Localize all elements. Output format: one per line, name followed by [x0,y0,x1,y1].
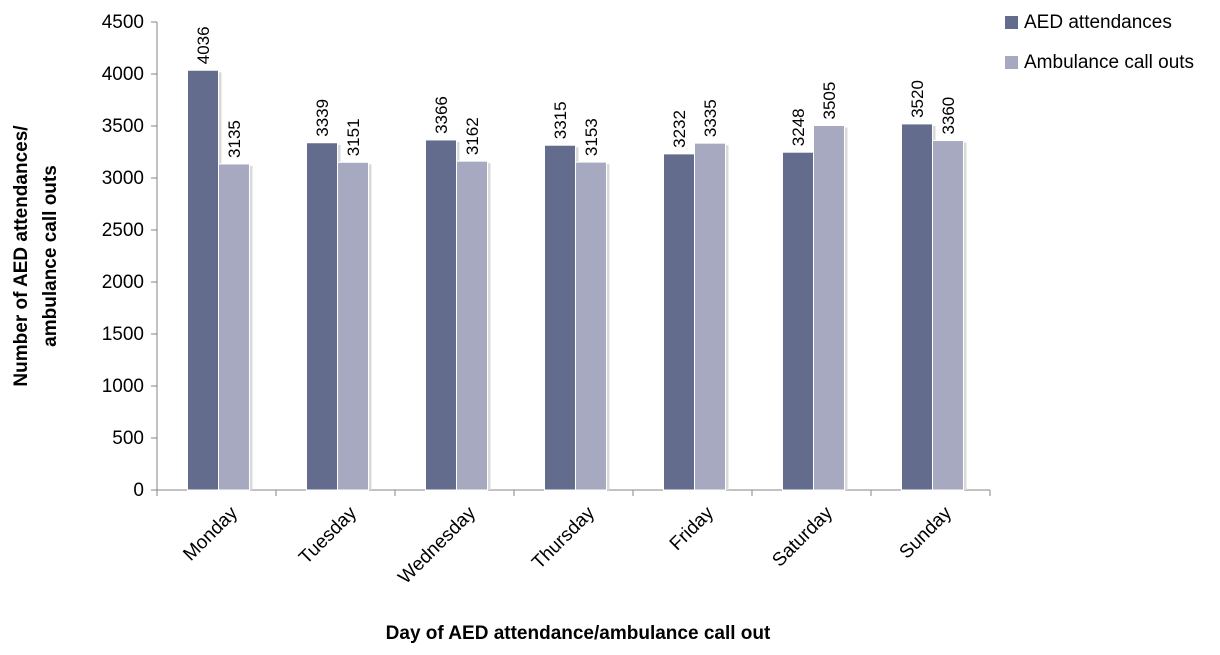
bar [337,161,369,491]
y-tick-label: 1000 [102,376,144,397]
bar [694,142,726,491]
bar [425,139,457,491]
data-label: 3366 [432,96,451,134]
legend-label: AED attendances [1024,12,1172,33]
x-tick-label: Wednesday [394,502,480,588]
legend-label: Ambulance call outs [1024,52,1194,73]
y-axis-title-line: Number of AED attendances/ [11,125,32,387]
data-label: 3162 [463,117,482,155]
bar [187,69,219,491]
legend-swatch [1005,16,1018,29]
data-label: 3315 [551,101,570,139]
data-label: 3360 [939,97,958,135]
data-label: 4036 [194,26,213,64]
x-tick-label: Tuesday [295,502,361,568]
y-tick-label: 2500 [102,220,144,241]
y-axis-title-line: ambulance call outs [40,165,61,347]
data-label: 3153 [582,118,601,156]
legend: AED attendances Ambulance call outs [1005,12,1194,73]
data-label: 3248 [789,108,808,146]
data-label: 3232 [670,110,689,148]
data-label: 3505 [820,82,839,120]
x-tick-label: Friday [666,502,719,555]
data-label: 3335 [701,99,720,137]
y-tick-label: 500 [112,428,144,449]
x-tick-label: Monday [179,502,242,565]
y-tick-label: 3000 [102,168,144,189]
bar [218,163,250,491]
bar [813,124,845,491]
data-label: 3520 [908,80,927,118]
data-label: 3339 [313,99,332,137]
x-tick-label: Thursday [528,502,599,573]
bar [782,151,814,491]
y-tick-label: 4000 [102,64,144,85]
x-axis-title: Day of AED attendance/ambulance call out [386,623,771,644]
y-tick-label: 4500 [102,12,144,33]
data-label: 3135 [225,120,244,158]
bar [575,161,607,491]
x-tick-label: Sunday [896,502,957,563]
x-tick-label: Saturday [768,502,837,571]
bar [663,153,695,491]
bar [456,160,488,491]
bar [932,140,964,491]
bar [544,144,576,491]
bar [901,123,933,491]
y-tick-label: 0 [133,480,144,501]
data-label: 3151 [344,118,363,156]
y-axis-title: Number of AED attendances/ambulance call… [11,125,61,387]
y-tick-label: 3500 [102,116,144,137]
legend-swatch [1005,56,1018,69]
y-tick-label: 2000 [102,272,144,293]
y-tick-label: 1500 [102,324,144,345]
bar [306,142,338,491]
